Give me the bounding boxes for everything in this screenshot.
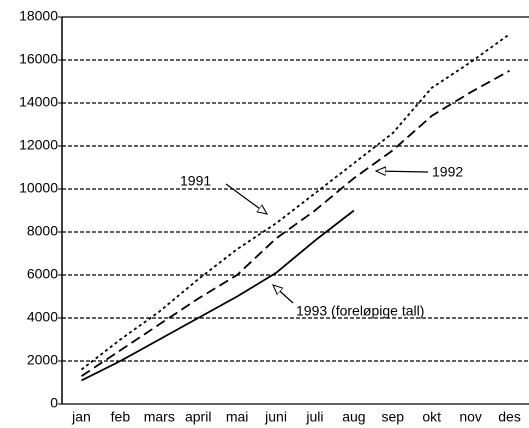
- x-tick-label: jan: [71, 409, 91, 425]
- x-tick-label: juni: [264, 409, 287, 425]
- x-tick-label: des: [498, 409, 521, 425]
- y-tick-label: 6000: [27, 266, 58, 282]
- x-tick-label: sep: [382, 409, 405, 425]
- x-tick-label: okt: [422, 409, 441, 425]
- x-tick-label: nov: [459, 409, 482, 425]
- line-series: [81, 209, 355, 382]
- x-tick-label: aug: [342, 409, 365, 425]
- y-tick-label: 16000: [19, 51, 58, 67]
- x-tick-label: mars: [144, 409, 175, 425]
- y-tick-label: 8000: [27, 223, 58, 239]
- series-label: 1993 (foreløpige tall): [296, 303, 424, 319]
- annotation-arrow: [273, 285, 294, 304]
- line-series: [81, 70, 510, 377]
- y-tick-label: 4000: [27, 309, 58, 325]
- line-series: [80, 33, 511, 371]
- y-tick-label: 14000: [19, 94, 58, 110]
- x-tick-label: mai: [226, 409, 249, 425]
- y-tick-label: 12000: [19, 137, 58, 153]
- y-tick-label: 10000: [19, 180, 58, 196]
- annotation-arrow: [376, 171, 429, 172]
- series-label: 1991: [180, 173, 211, 189]
- series-label: 1992: [432, 164, 463, 180]
- y-tick-label: 18000: [19, 8, 58, 24]
- x-tick-label: feb: [111, 409, 131, 425]
- x-tick-label: juli: [305, 409, 323, 425]
- y-tick-label: 0: [50, 395, 58, 411]
- y-tick-label: 2000: [27, 352, 58, 368]
- x-tick-label: april: [185, 409, 211, 425]
